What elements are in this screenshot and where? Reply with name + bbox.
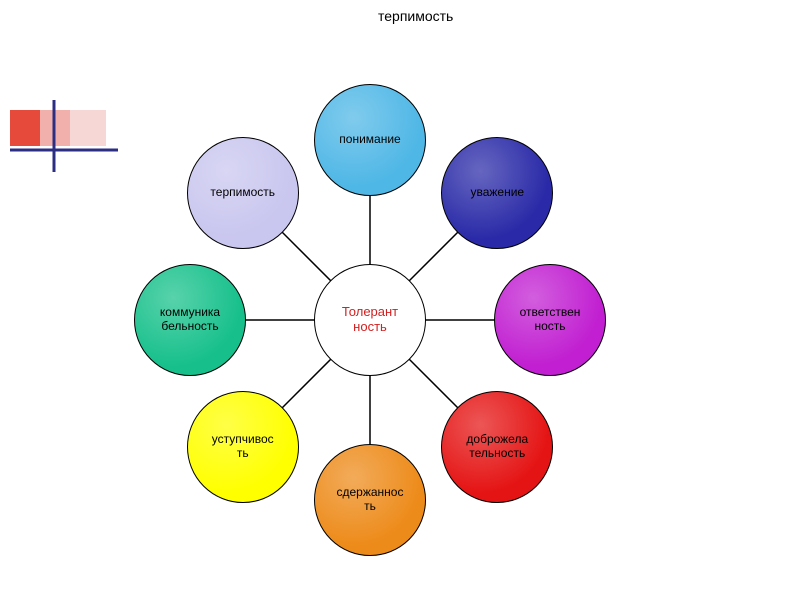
node-n7-label: терпимость bbox=[210, 186, 275, 200]
node-n7: терпимость bbox=[187, 137, 299, 249]
node-n5-label: уступчивость bbox=[212, 433, 274, 461]
node-n1: уважение bbox=[441, 137, 553, 249]
node-center: Толерантность bbox=[314, 264, 426, 376]
node-n1-label: уважение bbox=[470, 186, 524, 200]
node-n3: доброжелательность bbox=[441, 391, 553, 503]
node-n3-label: доброжелательность bbox=[466, 433, 528, 461]
node-n4-label: сдержанность bbox=[337, 486, 404, 514]
node-n2: ответственность bbox=[494, 264, 606, 376]
node-n6-label: коммуникабельность bbox=[160, 306, 220, 334]
node-n6: коммуникабельность bbox=[134, 264, 246, 376]
node-n5: уступчивость bbox=[187, 391, 299, 503]
node-n0: понимание bbox=[314, 84, 426, 196]
node-n0-label: понимание bbox=[339, 133, 400, 147]
node-n4: сдержанность bbox=[314, 444, 426, 556]
node-center-label: Толерантность bbox=[342, 305, 398, 335]
node-n2-label: ответственность bbox=[520, 306, 581, 334]
